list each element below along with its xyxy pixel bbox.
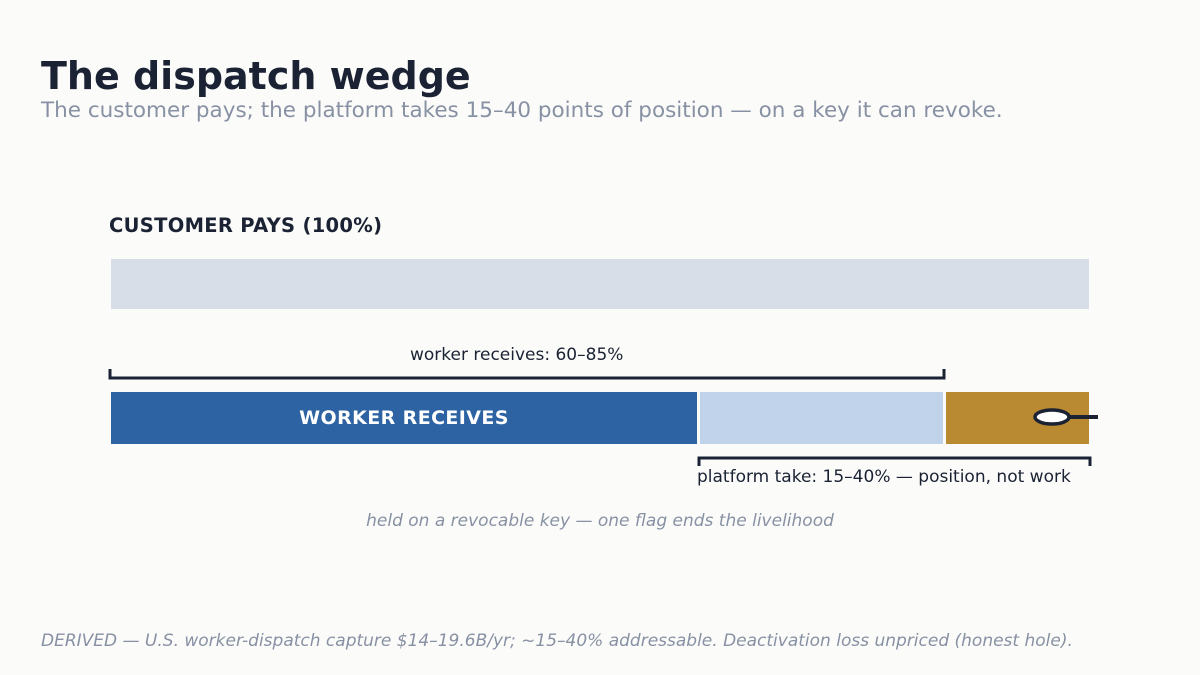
page-subtitle: The customer pays; the platform takes 15…	[41, 98, 1003, 123]
worker-receives-label: WORKER RECEIVES	[299, 407, 509, 429]
customer-pays-bar	[111, 259, 1089, 309]
worker-bracket	[108, 369, 946, 380]
key-icon	[1033, 408, 1098, 426]
customer-pays-label: CUSTOMER PAYS (100%)	[109, 214, 383, 237]
platform-bracket	[697, 456, 1092, 466]
platform-bracket-label: platform take: 15–40% — position, not wo…	[697, 467, 1071, 487]
revocable-key-note: held on a revocable key — one flag ends …	[366, 511, 834, 531]
source-footnote: DERIVED — U.S. worker-dispatch capture $…	[41, 631, 1073, 651]
page-title: The dispatch wedge	[41, 54, 471, 98]
contested-range-segment	[700, 392, 943, 444]
worker-receives-segment: WORKER RECEIVES	[111, 392, 697, 444]
worker-bracket-label: worker receives: 60–85%	[410, 345, 624, 365]
